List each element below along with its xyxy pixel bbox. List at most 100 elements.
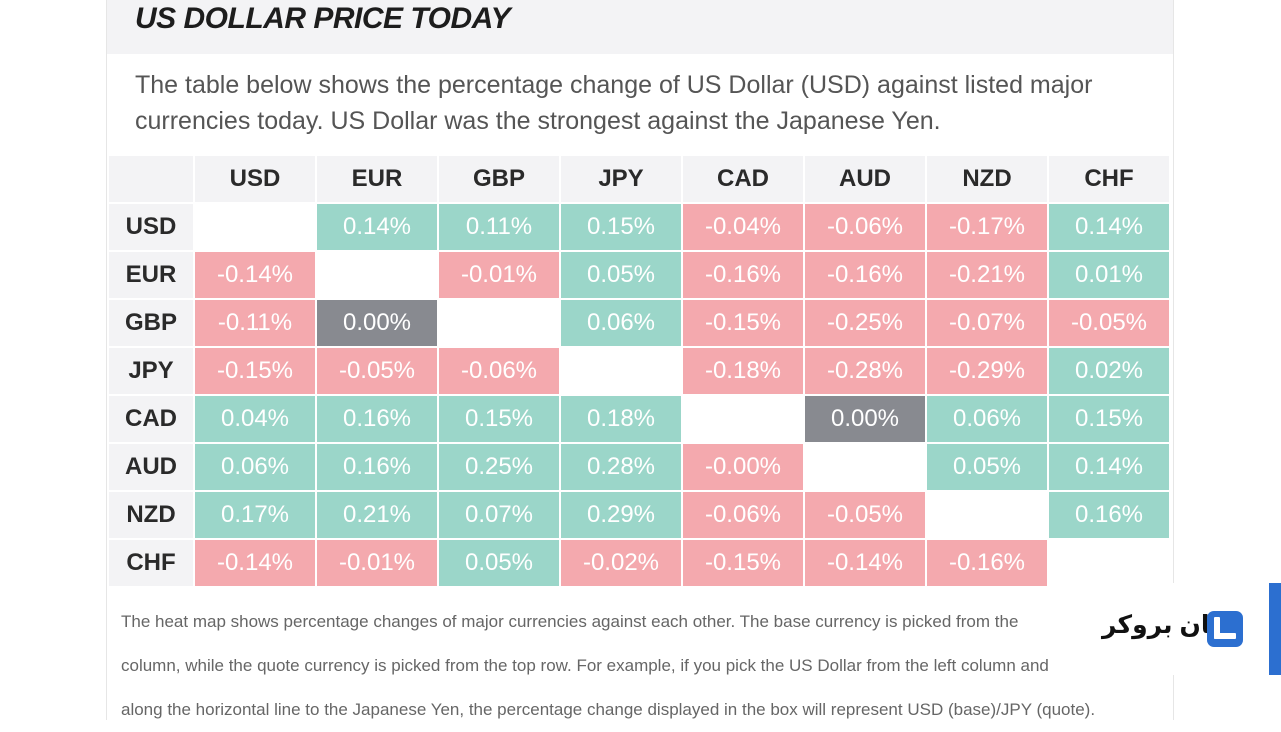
heatmap-cell-jpy-usd: -0.15% xyxy=(193,346,317,396)
table-row: EUR -0.14% -0.01% 0.05% -0.16% -0.16% -0.21% 0.… xyxy=(107,250,1171,300)
heatmap-cell-aud-nzd: 0.05% xyxy=(925,442,1049,492)
heatmap-table: USD EUR GBP JPY CAD AUD NZD CHF USD 0.14% 0.11% 0.… xyxy=(107,154,1171,588)
table-row: GBP -0.11% 0.00% 0.06% -0.15% -0.25% -0.07% -0.… xyxy=(107,298,1171,348)
heatmap-cell-chf-chf xyxy=(1047,538,1171,588)
heatmap-cell-cad-nzd: 0.06% xyxy=(925,394,1049,444)
heatmap-cell-nzd-nzd xyxy=(925,490,1049,540)
heatmap-cell-nzd-eur: 0.21% xyxy=(315,490,439,540)
heatmap-cell-gbp-aud: -0.25% xyxy=(803,298,927,348)
heatmap-cell-usd-aud: -0.06% xyxy=(803,202,927,252)
column-header-chf: CHF xyxy=(1047,154,1171,204)
brand-watermark xyxy=(1078,583,1281,675)
brand-logo-icon xyxy=(1207,611,1243,647)
heatmap-cell-chf-gbp: 0.05% xyxy=(437,538,561,588)
row-header-chf: CHF xyxy=(107,538,195,588)
heatmap-cell-usd-eur: 0.14% xyxy=(315,202,439,252)
heatmap-cell-eur-cad: -0.16% xyxy=(681,250,805,300)
heatmap-cell-nzd-jpy: 0.29% xyxy=(559,490,683,540)
currency-heatmap-card: US DOLLAR PRICE TODAY The table below sh… xyxy=(106,0,1174,720)
heatmap-cell-aud-cad: -0.00% xyxy=(681,442,805,492)
row-header-nzd: NZD xyxy=(107,490,195,540)
table-row: CHF -0.14% -0.01% 0.05% -0.02% -0.15% -0.14% -0… xyxy=(107,538,1171,588)
column-header-eur: EUR xyxy=(315,154,439,204)
heatmap-body: USD 0.14% 0.11% 0.15% -0.04% -0.06% -0.17% 0.14… xyxy=(107,202,1171,588)
column-header-cad: CAD xyxy=(681,154,805,204)
column-header-usd: USD xyxy=(193,154,317,204)
heatmap-cell-cad-aud: 0.00% xyxy=(803,394,927,444)
heatmap-cell-gbp-eur: 0.00% xyxy=(315,298,439,348)
table-row: CAD 0.04% 0.16% 0.15% 0.18% 0.00% 0.06% 0.15% xyxy=(107,394,1171,444)
heatmap-cell-eur-aud: -0.16% xyxy=(803,250,927,300)
column-header-aud: AUD xyxy=(803,154,927,204)
heatmap-cell-cad-eur: 0.16% xyxy=(315,394,439,444)
row-header-eur: EUR xyxy=(107,250,195,300)
brand-accent-bar xyxy=(1269,583,1281,675)
table-row: NZD 0.17% 0.21% 0.07% 0.29% -0.06% -0.05% 0.16% xyxy=(107,490,1171,540)
row-header-aud: AUD xyxy=(107,442,195,492)
column-header-row: USD EUR GBP JPY CAD AUD NZD CHF xyxy=(107,154,1171,204)
heatmap-cell-gbp-usd: -0.11% xyxy=(193,298,317,348)
heatmap-cell-nzd-gbp: 0.07% xyxy=(437,490,561,540)
heatmap-cell-jpy-jpy xyxy=(559,346,683,396)
row-header-gbp: GBP xyxy=(107,298,195,348)
intro-text: The table below shows the percentage cha… xyxy=(135,71,1093,135)
heatmap-cell-chf-usd: -0.14% xyxy=(193,538,317,588)
heatmap-cell-jpy-aud: -0.28% xyxy=(803,346,927,396)
heatmap-cell-eur-nzd: -0.21% xyxy=(925,250,1049,300)
heatmap-cell-usd-usd xyxy=(193,202,317,252)
heatmap-cell-jpy-chf: 0.02% xyxy=(1047,346,1171,396)
heatmap-cell-jpy-cad: -0.18% xyxy=(681,346,805,396)
heatmap-cell-gbp-nzd: -0.07% xyxy=(925,298,1049,348)
heatmap-cell-aud-usd: 0.06% xyxy=(193,442,317,492)
heatmap-cell-chf-nzd: -0.16% xyxy=(925,538,1049,588)
heatmap-cell-eur-chf: 0.01% xyxy=(1047,250,1171,300)
heatmap-cell-nzd-aud: -0.05% xyxy=(803,490,927,540)
row-header-cad: CAD xyxy=(107,394,195,444)
heatmap-cell-aud-eur: 0.16% xyxy=(315,442,439,492)
footer-text: The heat map shows percentage changes of… xyxy=(121,600,1161,732)
heatmap-cell-usd-chf: 0.14% xyxy=(1047,202,1171,252)
heatmap-cell-aud-chf: 0.14% xyxy=(1047,442,1171,492)
heatmap-cell-usd-cad: -0.04% xyxy=(681,202,805,252)
heatmap-cell-eur-eur xyxy=(315,250,439,300)
footer-line: column, while the quote currency is pick… xyxy=(121,656,1049,675)
heatmap-cell-usd-nzd: -0.17% xyxy=(925,202,1049,252)
footer-line: The heat map shows percentage changes of… xyxy=(121,612,1019,631)
heatmap-cell-jpy-gbp: -0.06% xyxy=(437,346,561,396)
heatmap-cell-chf-jpy: -0.02% xyxy=(559,538,683,588)
heatmap-cell-gbp-jpy: 0.06% xyxy=(559,298,683,348)
heatmap-cell-usd-gbp: 0.11% xyxy=(437,202,561,252)
heatmap-cell-cad-usd: 0.04% xyxy=(193,394,317,444)
heatmap-cell-jpy-nzd: -0.29% xyxy=(925,346,1049,396)
heatmap-cell-eur-jpy: 0.05% xyxy=(559,250,683,300)
heatmap-cell-aud-jpy: 0.28% xyxy=(559,442,683,492)
footer-line: along the horizontal line to the Japanes… xyxy=(121,700,1096,719)
heatmap-cell-cad-jpy: 0.18% xyxy=(559,394,683,444)
heatmap-cell-cad-gbp: 0.15% xyxy=(437,394,561,444)
table-row: JPY -0.15% -0.05% -0.06% -0.18% -0.28% -0.29% 0… xyxy=(107,346,1171,396)
table-row: AUD 0.06% 0.16% 0.25% 0.28% -0.00% 0.05% 0.14% xyxy=(107,442,1171,492)
heatmap-cell-aud-aud xyxy=(803,442,927,492)
heatmap-cell-chf-eur: -0.01% xyxy=(315,538,439,588)
column-header-gbp: GBP xyxy=(437,154,561,204)
row-header-jpy: JPY xyxy=(107,346,195,396)
page-title: US DOLLAR PRICE TODAY xyxy=(135,2,511,35)
heatmap-cell-gbp-gbp xyxy=(437,298,561,348)
heatmap-cell-gbp-chf: -0.05% xyxy=(1047,298,1171,348)
row-header-usd: USD xyxy=(107,202,195,252)
heatmap-cell-gbp-cad: -0.15% xyxy=(681,298,805,348)
heatmap-cell-nzd-cad: -0.06% xyxy=(681,490,805,540)
heatmap-cell-cad-cad xyxy=(681,394,805,444)
heatmap-cell-eur-gbp: -0.01% xyxy=(437,250,561,300)
heatmap-cell-chf-aud: -0.14% xyxy=(803,538,927,588)
heatmap-cell-aud-gbp: 0.25% xyxy=(437,442,561,492)
heatmap-cell-nzd-usd: 0.17% xyxy=(193,490,317,540)
heatmap-cell-usd-jpy: 0.15% xyxy=(559,202,683,252)
heatmap-cell-cad-chf: 0.15% xyxy=(1047,394,1171,444)
card-header: US DOLLAR PRICE TODAY xyxy=(107,0,1173,54)
heatmap-cell-chf-cad: -0.15% xyxy=(681,538,805,588)
table-row: USD 0.14% 0.11% 0.15% -0.04% -0.06% -0.17% 0.14… xyxy=(107,202,1171,252)
heatmap-cell-nzd-chf: 0.16% xyxy=(1047,490,1171,540)
heatmap-cell-jpy-eur: -0.05% xyxy=(315,346,439,396)
column-header-jpy: JPY xyxy=(559,154,683,204)
